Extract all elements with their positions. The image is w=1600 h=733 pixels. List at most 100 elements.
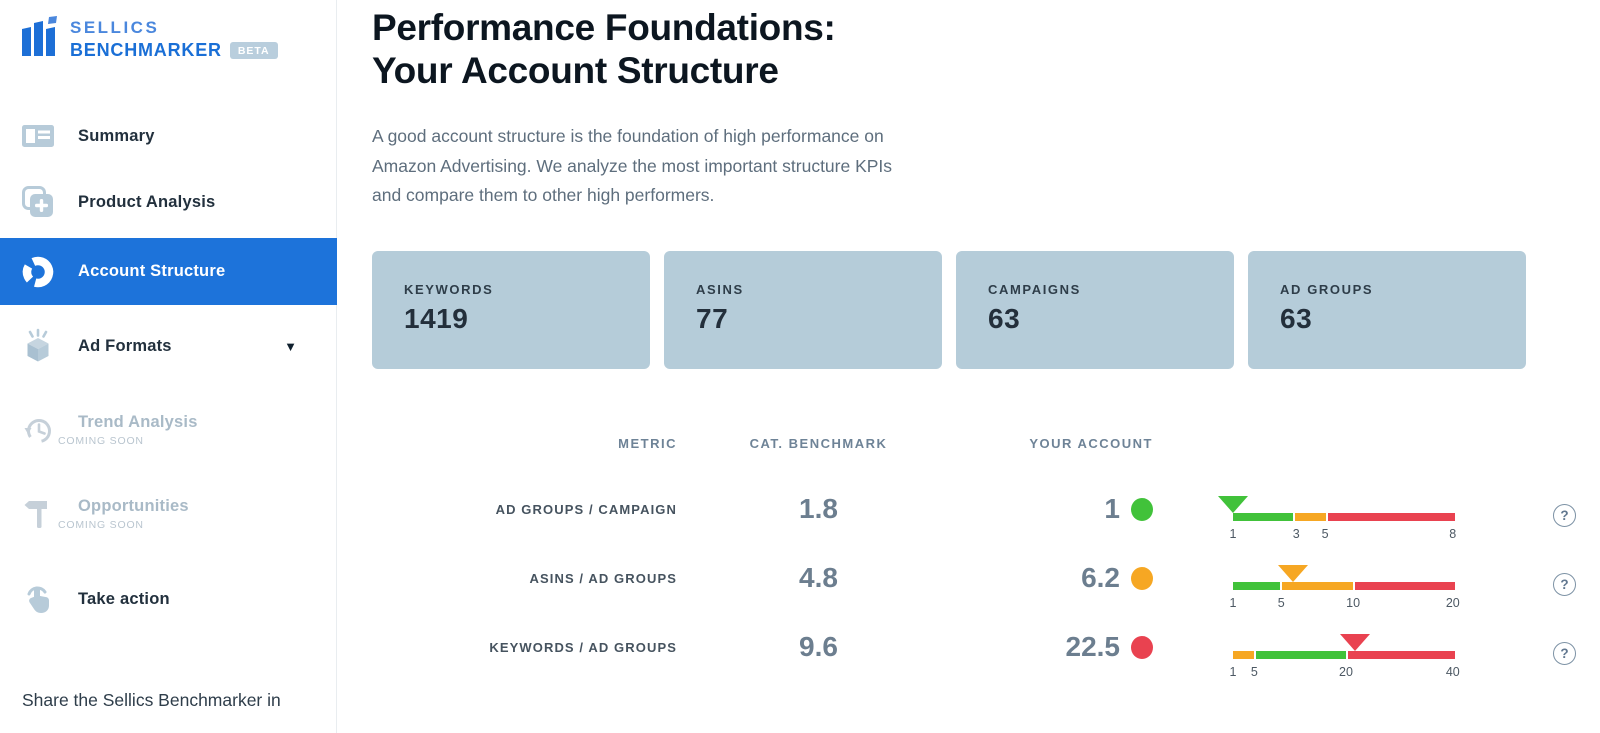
coming-soon-tag: COMING SOON (58, 435, 144, 447)
status-dot (1131, 566, 1153, 590)
table-row: ASINS / AD GROUPS 4.8 6.2 1 5 10 20 ? (372, 544, 1576, 613)
sidebar-item-label: Ad Formats (78, 336, 172, 355)
stat-card-label: KEYWORDS (404, 281, 494, 297)
stat-card-campaigns: CAMPAIGNS 63 (956, 250, 1234, 369)
stat-card-value: 77 (696, 302, 729, 334)
logo-brand-name: SELLICS (70, 18, 160, 37)
benchmark-marker-icon (1277, 564, 1308, 582)
tick-label: 20 (1445, 595, 1460, 610)
benchmark-value: 9.6 (799, 631, 838, 662)
tick-label: 5 (1250, 664, 1258, 679)
stat-card-value: 63 (1280, 302, 1313, 334)
account-value: 6.2 (1081, 562, 1120, 593)
stat-card-value: 63 (988, 302, 1021, 334)
benchmark-value: 4.8 (799, 562, 838, 593)
logo-product-name: BENCHMARKER (70, 40, 222, 60)
bar-segment-red (1347, 650, 1455, 659)
account-value: 1 (1104, 493, 1120, 524)
tick-label: 1 (1229, 664, 1237, 679)
help-icon[interactable]: ? (1553, 572, 1576, 596)
take-action-icon (18, 581, 58, 617)
account-structure-icon (18, 254, 58, 290)
benchmark-ticks: 1 5 10 20 (1229, 595, 1460, 612)
status-dot (1131, 635, 1153, 659)
stat-card-ad-groups: AD GROUPS 63 (1248, 250, 1526, 369)
sidebar: SELLICS BENCHMARKER BETA Summary (0, 0, 337, 733)
column-header-benchmark: CAT. BENCHMARK (749, 436, 888, 451)
benchmark-marker-icon (1218, 495, 1248, 513)
stat-card-label: ASINS (696, 281, 744, 297)
metrics-table-header: METRIC CAT. BENCHMARK YOUR ACCOUNT (372, 435, 1532, 453)
help-icon[interactable]: ? (1553, 641, 1576, 665)
benchmark-bar-track (1233, 650, 1455, 659)
stat-card-label: AD GROUPS (1280, 281, 1374, 297)
metric-name: KEYWORDS / AD GROUPS (489, 639, 677, 655)
metric-name: ASINS / AD GROUPS (529, 570, 677, 586)
table-row: KEYWORDS / AD GROUPS 9.6 22.5 1 5 20 40 ? (372, 613, 1576, 682)
stat-card-value: 1419 (404, 302, 469, 334)
stat-card-label: CAMPAIGNS (988, 281, 1081, 297)
benchmark-bar-track (1233, 581, 1455, 590)
benchmark-scale: 1 3 5 8 (1218, 475, 1457, 544)
page-title-line1: Performance Foundations: (372, 7, 836, 48)
stat-cards: KEYWORDS 1419 ASINS 77 CAMPAIGNS 63 AD G… (372, 250, 1532, 369)
trend-analysis-icon (18, 413, 58, 447)
sidebar-item-label: Summary (78, 126, 155, 145)
tick-label: 8 (1449, 526, 1457, 541)
help-icon[interactable]: ? (1553, 503, 1576, 527)
sidebar-item-label: Trend Analysis (78, 413, 198, 431)
share-footer-text: Share the Sellics Benchmarker in (22, 690, 281, 710)
page-title: Performance Foundations: Your Account St… (372, 6, 1532, 92)
tick-label: 5 (1321, 526, 1329, 541)
table-row: AD GROUPS / CAMPAIGN 1.8 1 1 3 5 8 ? (372, 475, 1576, 544)
status-dot (1131, 497, 1153, 521)
tick-label: 10 (1346, 595, 1361, 610)
sidebar-item-summary[interactable]: Summary (0, 108, 337, 164)
sidebar-item-trend-analysis: Trend Analysis COMING SOON (0, 402, 337, 458)
coming-soon-tag: COMING SOON (58, 519, 144, 531)
sellics-logo-icon (20, 16, 60, 63)
chevron-down-icon[interactable]: ▼ (284, 338, 297, 354)
sidebar-item-opportunities: Opportunities COMING SOON (0, 486, 337, 542)
bar-segment-orange (1282, 581, 1353, 590)
column-header-metric: METRIC (618, 436, 677, 451)
benchmark-scale: 1 5 10 20 (1229, 544, 1460, 613)
sidebar-item-label: Product Analysis (78, 192, 216, 211)
sidebar-item-product-analysis[interactable]: Product Analysis (0, 174, 337, 230)
metrics-table-body: AD GROUPS / CAMPAIGN 1.8 1 1 3 5 8 ? ASINS … (372, 475, 1576, 682)
account-value: 22.5 (1065, 631, 1121, 662)
sidebar-item-take-action[interactable]: Take action (0, 571, 337, 627)
tick-label: 1 (1229, 526, 1237, 541)
bar-segment-green (1233, 512, 1294, 521)
main-content: Performance Foundations: Your Account St… (372, 0, 1576, 682)
tick-label: 3 (1292, 526, 1300, 541)
bar-segment-red (1327, 512, 1455, 521)
bar-segment-red (1354, 581, 1455, 590)
tick-label: 40 (1445, 664, 1460, 679)
column-header-account: YOUR ACCOUNT (1029, 436, 1153, 451)
benchmark-bar-track (1233, 512, 1455, 521)
benchmark-ticks: 1 3 5 8 (1229, 526, 1457, 543)
bar-segment-green (1255, 650, 1346, 659)
sidebar-item-account-structure[interactable]: Account Structure (0, 238, 337, 305)
stat-card-keywords: KEYWORDS 1419 (372, 250, 650, 369)
sidebar-item-label: Take action (78, 589, 170, 608)
benchmark-scale: 1 5 20 40 (1229, 613, 1460, 682)
page-title-line2: Your Account Structure (372, 50, 779, 91)
product-analysis-icon (18, 185, 58, 219)
stat-card-asins: ASINS 77 (664, 250, 942, 369)
bar-segment-orange (1295, 512, 1326, 521)
page-description: A good account structure is the foundati… (372, 126, 893, 205)
beta-badge: BETA (229, 42, 278, 59)
app-logo: SELLICS BENCHMARKER BETA (20, 16, 278, 63)
tick-label: 20 (1339, 664, 1353, 679)
tick-label: 1 (1229, 595, 1237, 610)
benchmark-marker-icon (1340, 633, 1371, 651)
sidebar-item-label: Opportunities (78, 497, 189, 515)
sidebar-item-label: Account Structure (78, 262, 226, 280)
bar-segment-orange (1233, 650, 1254, 659)
benchmark-ticks: 1 5 20 40 (1229, 664, 1460, 681)
ad-formats-icon (18, 328, 58, 364)
sidebar-item-ad-formats[interactable]: Ad Formats ▼ (0, 318, 337, 374)
tick-label: 5 (1277, 595, 1285, 610)
